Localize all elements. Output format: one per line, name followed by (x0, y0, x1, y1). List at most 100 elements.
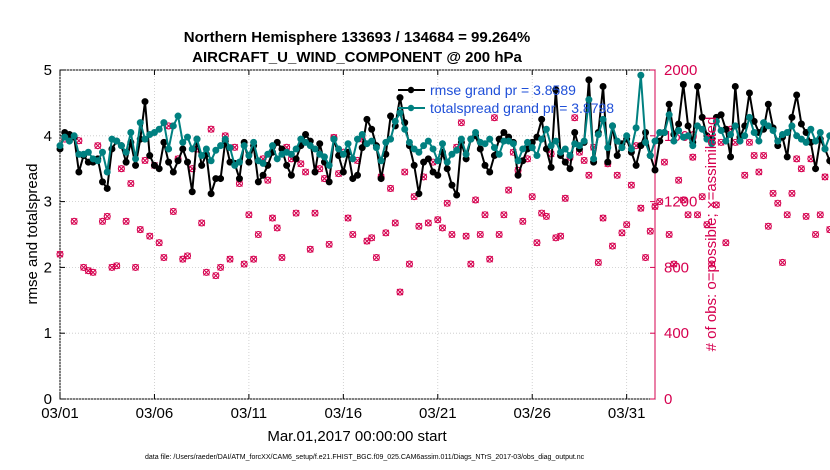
assimilated-point (788, 189, 796, 197)
y-left-tick-label: 2 (44, 259, 52, 276)
totalspread-point (141, 135, 149, 143)
totalspread-point (245, 152, 253, 160)
possible-point (519, 217, 527, 225)
y-left-tick-label: 5 (44, 62, 52, 79)
possible-point (769, 189, 777, 197)
possible-point (481, 211, 489, 219)
assimilated-point (552, 234, 560, 242)
totalspread-point (703, 135, 711, 143)
totalspread-point (259, 159, 267, 167)
possible-point (722, 239, 730, 247)
possible-point (382, 229, 390, 237)
assimilated-point (533, 239, 541, 247)
legend-label: totalspread grand pr = 3.8798 (430, 100, 614, 116)
assimilated-point (571, 114, 579, 122)
assimilated-point (812, 231, 819, 238)
totalspread-point (599, 115, 607, 123)
assimilated-point (401, 168, 409, 176)
possible-point (443, 199, 451, 207)
possible-point (802, 212, 810, 220)
assimilated-point (245, 211, 253, 219)
totalspread-point (202, 145, 210, 153)
assimilated-point (585, 171, 593, 179)
totalspread-point (269, 142, 276, 150)
assimilated-point (722, 239, 730, 247)
possible-point (689, 153, 697, 161)
totalspread-point (127, 129, 135, 137)
totalspread-point (623, 132, 631, 140)
rmse-point (415, 190, 423, 198)
totalspread-point (429, 145, 437, 153)
assimilated-point (684, 211, 692, 219)
rmse-point (103, 184, 111, 192)
rmse-point (273, 138, 281, 146)
totalspread-point (235, 158, 243, 166)
assimilated-point (406, 260, 413, 268)
assimilated-point (543, 213, 550, 220)
assimilated-point (80, 264, 88, 271)
possible-point (783, 211, 791, 219)
totalspread-point (420, 142, 428, 150)
totalspread-point (132, 155, 140, 163)
assimilated-point (306, 245, 314, 253)
totalspread-point (193, 135, 201, 143)
possible-point (457, 119, 465, 127)
possible-point (684, 211, 692, 219)
totalspread-point (94, 157, 102, 165)
totalspread-point (774, 137, 782, 145)
possible-point (585, 171, 593, 179)
rmse-point (188, 188, 196, 196)
totalspread-point (155, 125, 163, 133)
rmse-point (75, 168, 83, 176)
assimilated-point (642, 254, 649, 261)
assimilated-point (769, 189, 777, 197)
totalspread-point (542, 125, 550, 133)
possible-point (741, 171, 749, 179)
grid (59, 69, 655, 400)
totalspread-point (405, 138, 413, 146)
assimilated-point (127, 180, 135, 187)
y-right-tick-label: 400 (664, 325, 689, 342)
totalspread-point (821, 145, 829, 153)
possible-point (117, 165, 125, 173)
assimilated-point (439, 224, 446, 232)
assimilated-point (500, 211, 508, 219)
totalspread-point (61, 133, 69, 141)
assimilated-point (141, 157, 149, 164)
totalspread-point (84, 148, 92, 156)
rmse-point (764, 100, 772, 108)
totalspread-point (391, 117, 399, 125)
totalspread-point (117, 142, 125, 150)
y-left-tick-label: 0 (44, 391, 52, 408)
totalspread-point (694, 122, 701, 130)
possible-point (472, 196, 480, 204)
possible-point (750, 151, 758, 160)
assimilated-point (278, 254, 286, 261)
rmse-point (387, 112, 395, 120)
totalspread-point (372, 144, 380, 152)
rmse-point (141, 98, 149, 106)
rmse-point (155, 165, 163, 173)
rmse-point (448, 181, 456, 189)
assimilated-point (226, 255, 234, 263)
possible-point (372, 253, 380, 262)
assimilated-point (821, 173, 829, 181)
rmse-point (694, 82, 701, 90)
totalspread-point (575, 142, 583, 150)
possible-point (793, 155, 801, 163)
possible-point (642, 253, 650, 262)
assimilated-point (292, 209, 300, 217)
assimilated-point (89, 268, 97, 276)
totalspread-point (755, 137, 763, 145)
possible-point (207, 125, 215, 133)
rmse-point (165, 158, 173, 166)
totalspread-point (665, 111, 673, 119)
possible-point (415, 222, 423, 230)
y-axis-left: 0 1 2 3 4 5 (44, 62, 65, 408)
legend-label: rmse grand pr = 3.8589 (430, 82, 576, 98)
assimilated-point (750, 152, 758, 159)
totalspread-point (764, 122, 772, 130)
legend-swatch-marker (407, 86, 415, 94)
possible-point (448, 230, 456, 239)
assimilated-point (580, 157, 588, 164)
